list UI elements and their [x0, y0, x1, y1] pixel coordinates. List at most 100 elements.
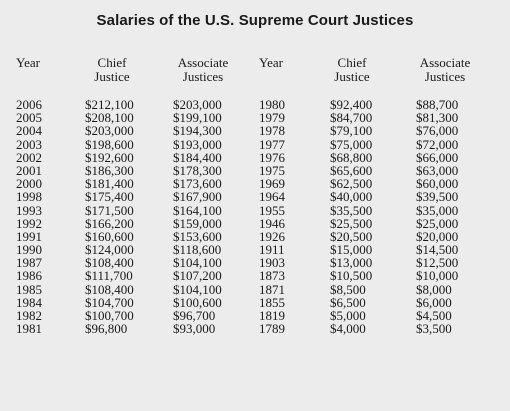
- year-left-cell: 2002: [16, 149, 42, 165]
- associate-justices-left-cell: $96,700: [173, 308, 216, 323]
- chief-justice-left-cell: $181,400: [85, 176, 134, 192]
- associate-justices-left-cell: $199,100: [173, 110, 222, 126]
- year-left-cell: 2004: [16, 123, 42, 139]
- chief-justice-left-cell: $171,500: [85, 202, 134, 218]
- header-associate-justices-left: Associate Justices: [172, 56, 234, 84]
- year-left-cell: 2005: [16, 110, 42, 126]
- table-row: 1985 $108,400 $104,100 1871 $8,500 $8,000: [0, 281, 510, 297]
- year-right-cell: 1975: [259, 162, 285, 178]
- year-left-cell: 1981: [16, 321, 42, 337]
- associate-justices-right-cell: $66,000: [416, 149, 459, 165]
- header-year-right-label: Year: [259, 55, 283, 70]
- year-right-cell: 1926: [259, 228, 285, 244]
- associate-justices-right-cell: $4,500: [416, 308, 452, 323]
- associate-justices-left-cell: $203,000: [173, 97, 222, 112]
- table-row: 1993 $171,500 $164,100 1955 $35,500 $35,000: [0, 202, 510, 218]
- year-right-cell: 1964: [259, 189, 285, 205]
- year-left-cell: 2006: [16, 97, 42, 112]
- associate-justices-left-cell: $193,000: [173, 136, 222, 152]
- year-left-cell: 2003: [16, 136, 42, 152]
- year-right-cell: 1979: [259, 110, 285, 126]
- associate-justices-right-cell: $39,500: [416, 189, 459, 205]
- associate-justices-right-cell: $20,000: [416, 228, 459, 244]
- associate-justices-right-cell: $35,000: [416, 202, 459, 218]
- year-right-cell: 1977: [259, 136, 285, 152]
- associate-justices-left-cell: $159,000: [173, 215, 222, 231]
- chief-justice-left-cell: $198,600: [85, 136, 134, 152]
- year-right-cell: 1903: [259, 255, 285, 271]
- page-title: Salaries of the U.S. Supreme Court Justi…: [96, 12, 414, 29]
- chief-justice-right-cell: $10,500: [330, 268, 373, 284]
- table-row: 1998 $175,400 $167,900 1964 $40,000 $39,500: [0, 190, 510, 203]
- header-year-left: Year: [16, 56, 40, 70]
- table-row: 1991 $160,600 $153,600 1926 $20,500 $20,000: [0, 230, 510, 243]
- year-left-cell: 2000: [16, 176, 42, 192]
- year-right-cell: 1946: [259, 215, 285, 231]
- table-row: 2002 $192,600 $184,400 1976 $68,800 $66,000: [0, 151, 510, 164]
- associate-justices-left-cell: $118,600: [173, 242, 222, 258]
- year-right-cell: 1911: [259, 242, 285, 258]
- chief-justice-right-cell: $13,000: [330, 255, 373, 271]
- year-right-cell: 1871: [259, 281, 285, 297]
- chief-justice-left-cell: $160,600: [85, 228, 134, 244]
- year-left-cell: 1985: [16, 281, 42, 297]
- table-row: 1990 $124,000 $118,600 1911 $15,000 $14,500: [0, 243, 510, 256]
- table-row: 1992 $166,200 $159,000 1946 $25,500 $25,000: [0, 215, 510, 231]
- chief-justice-left-cell: $208,100: [85, 110, 134, 126]
- year-right-cell: 1855: [259, 294, 285, 310]
- chief-justice-left-cell: $124,000: [85, 242, 134, 258]
- header-chief-justice-right: Chief Justice: [326, 56, 378, 84]
- chief-justice-left-cell: $96,800: [85, 321, 128, 337]
- year-right-cell: 1789: [259, 321, 285, 337]
- year-left-cell: 1991: [16, 228, 42, 244]
- year-left-cell: 1993: [16, 202, 42, 218]
- year-left-cell: 1992: [16, 215, 42, 231]
- year-right-cell: 1955: [259, 202, 285, 218]
- chief-justice-left-cell: $104,700: [85, 294, 134, 310]
- associate-justices-right-cell: $76,000: [416, 123, 459, 139]
- header-chief-line2: Justice: [334, 69, 370, 84]
- table-row: 2003 $198,600 $193,000 1977 $75,000 $72,000: [0, 136, 510, 152]
- associate-justices-left-cell: $104,100: [173, 281, 222, 297]
- year-left-cell: 1987: [16, 255, 42, 271]
- chief-justice-left-cell: $203,000: [85, 123, 134, 139]
- chief-justice-right-cell: $79,100: [330, 123, 373, 139]
- year-left-cell: 1986: [16, 268, 42, 284]
- chief-justice-left-cell: $175,400: [85, 189, 134, 205]
- associate-justices-left-cell: $164,100: [173, 202, 222, 218]
- associate-justices-left-cell: $93,000: [173, 321, 216, 337]
- associate-justices-right-cell: $63,000: [416, 162, 459, 178]
- header-chief-line1: Chief: [97, 55, 127, 70]
- header-chief-line1: Chief: [337, 55, 367, 70]
- associate-justices-left-cell: $178,300: [173, 162, 222, 178]
- table-row: 2000 $181,400 $173,600 1969 $62,500 $60,000: [0, 177, 510, 190]
- associate-justices-left-cell: $194,300: [173, 123, 222, 139]
- chief-justice-right-cell: $25,500: [330, 215, 373, 231]
- header-chief-justice-left: Chief Justice: [86, 56, 138, 84]
- associate-justices-left-cell: $107,200: [173, 268, 222, 284]
- chief-justice-right-cell: $15,000: [330, 242, 373, 258]
- chief-justice-right-cell: $35,500: [330, 202, 373, 218]
- associate-justices-right-cell: $8,000: [416, 281, 452, 297]
- year-right-cell: 1819: [259, 308, 285, 323]
- chief-justice-right-cell: $20,500: [330, 228, 373, 244]
- header-assoc-line2: Justices: [424, 69, 466, 84]
- associate-justices-left-cell: $184,400: [173, 149, 222, 165]
- table-row: 2004 $203,000 $194,300 1978 $79,100 $76,000: [0, 124, 510, 137]
- chief-justice-left-cell: $186,300: [85, 162, 134, 178]
- associate-justices-left-cell: $100,600: [173, 294, 222, 310]
- chief-justice-right-cell: $75,000: [330, 136, 373, 152]
- chief-justice-right-cell: $40,000: [330, 189, 373, 205]
- year-right-cell: 1969: [259, 176, 285, 192]
- header-associate-justices-right: Associate Justices: [414, 56, 476, 84]
- chief-justice-left-cell: $108,400: [85, 281, 134, 297]
- chief-justice-right-cell: $65,600: [330, 162, 373, 178]
- table-row: 2005 $208,100 $199,100 1979 $84,700 $81,300: [0, 111, 510, 124]
- chief-justice-left-cell: $108,400: [85, 255, 134, 271]
- year-left-cell: 1982: [16, 308, 42, 323]
- associate-justices-right-cell: $72,000: [416, 136, 459, 152]
- table-row: 1982 $100,700 $96,700 1819 $5,000 $4,500: [0, 309, 510, 322]
- year-left-cell: 1998: [16, 189, 42, 205]
- table-row: 1987 $108,400 $104,100 1903 $13,000 $12,500: [0, 256, 510, 269]
